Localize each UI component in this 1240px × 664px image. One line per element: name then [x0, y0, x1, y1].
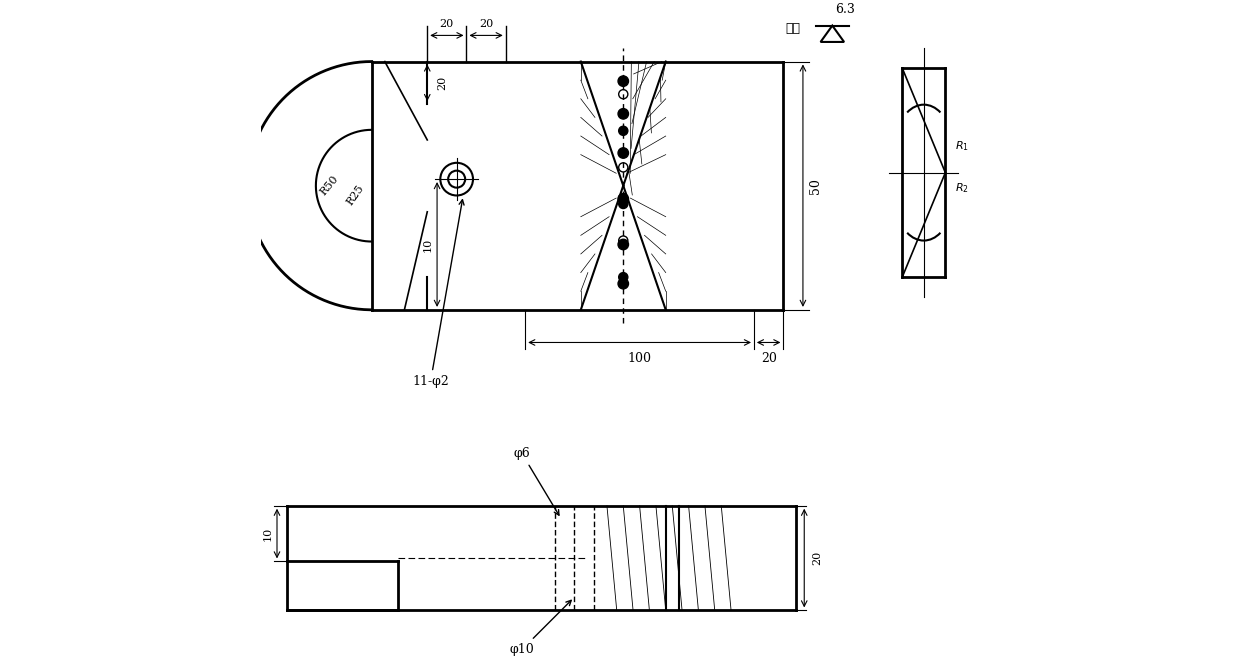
- Text: $R_1$: $R_1$: [955, 139, 970, 153]
- Text: 20: 20: [812, 551, 822, 565]
- Circle shape: [618, 76, 629, 86]
- Circle shape: [619, 126, 627, 135]
- Circle shape: [618, 109, 629, 119]
- Circle shape: [619, 272, 627, 282]
- Text: 20: 20: [440, 19, 454, 29]
- Text: 20: 20: [760, 353, 776, 365]
- Text: 10: 10: [262, 527, 273, 540]
- Circle shape: [618, 148, 629, 158]
- Circle shape: [618, 239, 629, 250]
- Text: 全部: 全部: [786, 23, 801, 35]
- Text: 10: 10: [423, 237, 433, 252]
- Text: 20: 20: [479, 19, 494, 29]
- Text: $R_2$: $R_2$: [955, 181, 968, 195]
- Circle shape: [618, 278, 629, 289]
- Text: 100: 100: [627, 353, 651, 365]
- Text: R50: R50: [319, 174, 340, 197]
- Text: φ6: φ6: [513, 447, 559, 515]
- Text: 6.3: 6.3: [836, 3, 856, 16]
- Text: 20: 20: [436, 76, 448, 90]
- Text: R25: R25: [345, 183, 366, 208]
- Text: φ10: φ10: [510, 600, 572, 656]
- Text: 11-φ2: 11-φ2: [412, 200, 464, 388]
- Text: 50: 50: [810, 178, 822, 194]
- Circle shape: [619, 199, 627, 208]
- Circle shape: [618, 193, 629, 204]
